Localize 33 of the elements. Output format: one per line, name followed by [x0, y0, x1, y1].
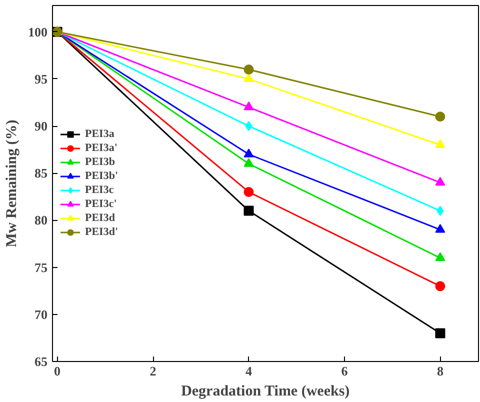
legend-label: PEI3a' — [85, 141, 118, 155]
legend-label: PEI3d — [85, 211, 115, 225]
y-tick-label: 85 — [34, 166, 48, 181]
y-tick-label: 70 — [34, 306, 48, 322]
x-tick-label: 0 — [54, 364, 61, 378]
legend-label: PEI3c — [85, 183, 114, 197]
x-tick-label: 2 — [150, 364, 156, 378]
legend-label: PEI3b — [85, 155, 115, 169]
y-tick-label: 65 — [34, 354, 48, 369]
y-tick-label: 95 — [34, 71, 48, 86]
x-tick-label: 6 — [341, 364, 348, 378]
point — [435, 328, 446, 338]
point — [245, 121, 252, 132]
point — [435, 112, 446, 122]
point — [435, 139, 446, 148]
point — [435, 281, 446, 292]
point — [436, 206, 444, 216]
x-tick-label: 8 — [436, 364, 444, 378]
point — [244, 73, 254, 82]
point — [244, 186, 254, 197]
y-tick-label: 75 — [34, 260, 48, 275]
x-axis-title: Degradation Time (weeks) — [181, 384, 350, 400]
y-tick-label: 100 — [28, 24, 48, 40]
point — [244, 64, 254, 75]
y-tick-label: 80 — [34, 212, 48, 228]
legend-label: PEI3b' — [85, 169, 118, 183]
legend-label: PEI3c' — [85, 197, 117, 211]
y-tick-label: 90 — [34, 118, 48, 134]
legend-label: PEI3a — [85, 127, 114, 141]
legend-label: PEI3d' — [85, 225, 118, 239]
x-tick-label: 4 — [245, 364, 252, 378]
y-axis-title: Mw Remaining (%) — [4, 120, 20, 248]
point — [244, 206, 254, 216]
